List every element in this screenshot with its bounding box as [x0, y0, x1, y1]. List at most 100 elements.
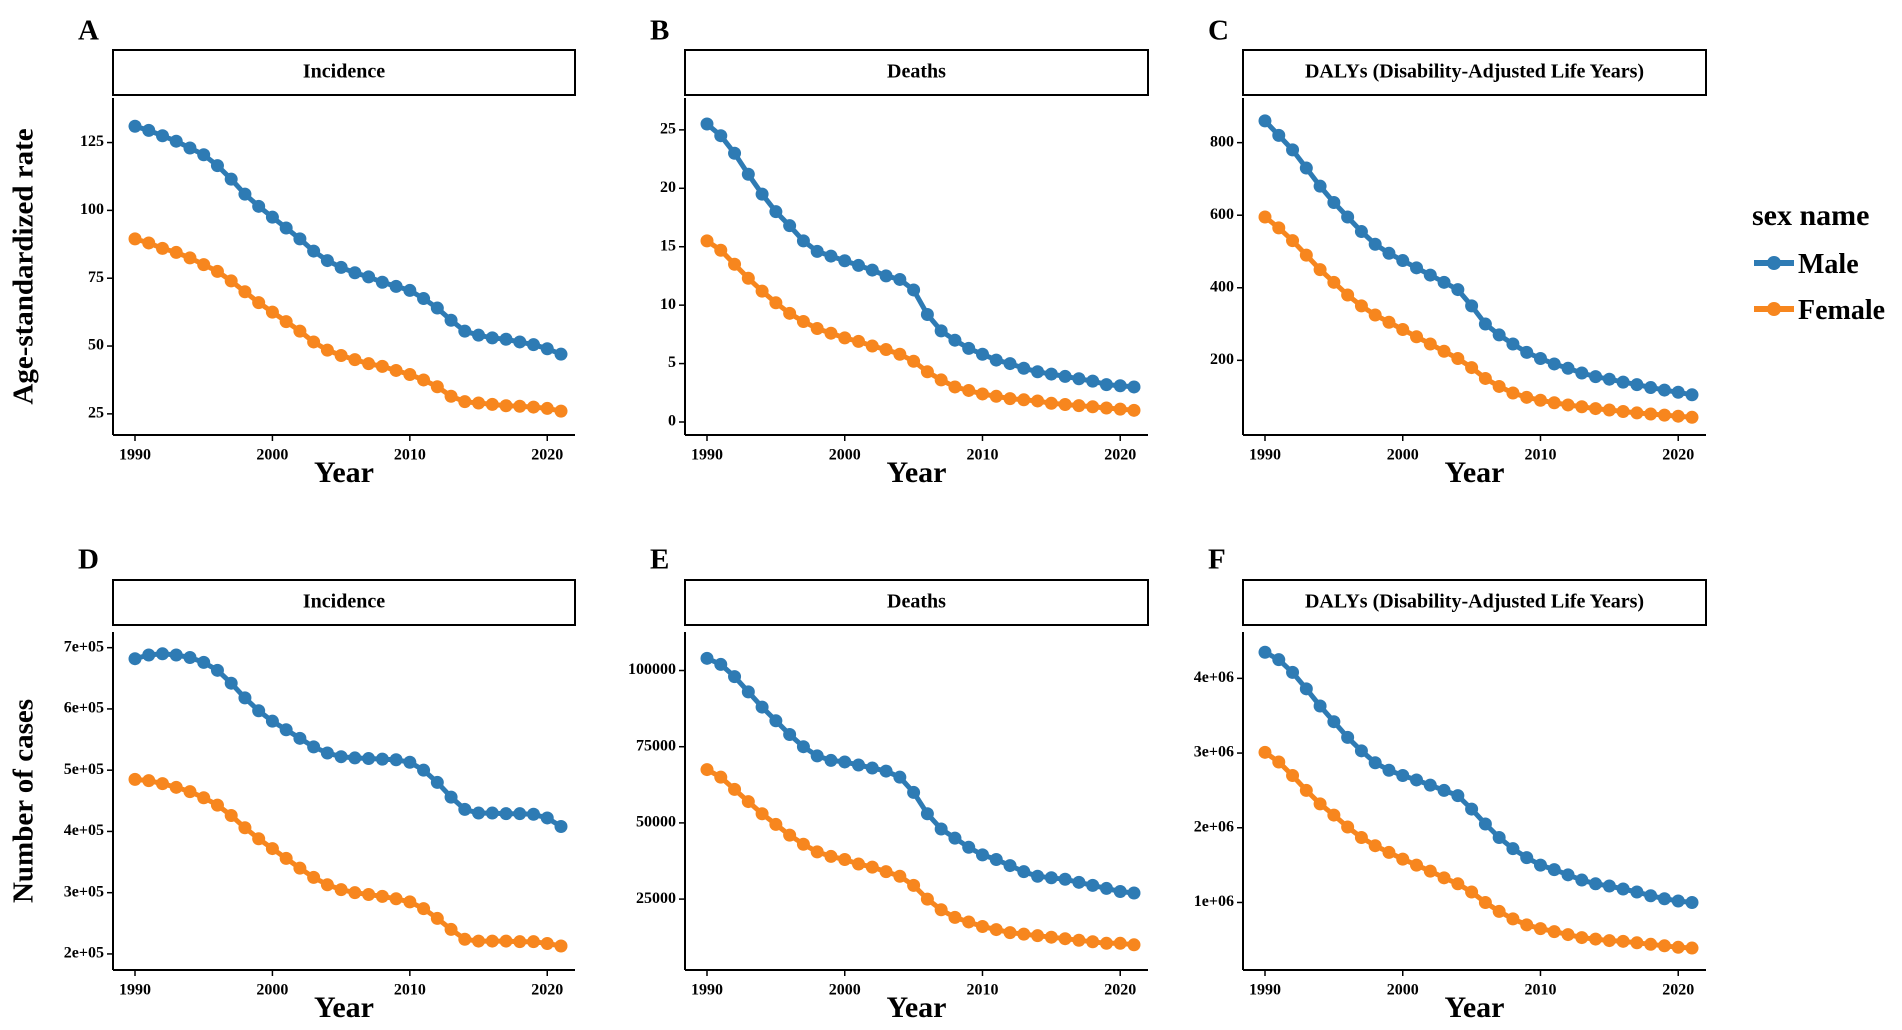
- data-point-male-e: [755, 700, 769, 714]
- data-point-female-a: [224, 274, 238, 288]
- panel-letter-f: F: [1208, 544, 1226, 576]
- data-point-female-a: [155, 241, 169, 255]
- data-point-male-d: [444, 790, 458, 804]
- data-point-female-f: [1341, 820, 1355, 834]
- data-point-female-e: [700, 763, 714, 777]
- data-point-female-d: [334, 883, 348, 897]
- strip-label-a: Incidence: [303, 61, 385, 83]
- data-point-male-d: [485, 806, 499, 820]
- data-point-female-a: [252, 296, 266, 310]
- data-point-female-e: [783, 828, 797, 842]
- y-tick-label-d: 3e+05: [64, 883, 104, 900]
- data-point-female-e: [1058, 932, 1072, 946]
- y-tick-label-c: 800: [1210, 133, 1234, 150]
- data-point-male-b: [769, 205, 783, 219]
- data-point-male-d: [279, 723, 293, 737]
- data-point-male-f: [1657, 892, 1671, 906]
- data-point-female-b: [920, 365, 934, 379]
- data-point-female-b: [783, 306, 797, 320]
- data-point-female-d: [362, 888, 376, 902]
- data-point-male-a: [128, 119, 142, 133]
- data-point-female-a: [554, 404, 568, 418]
- data-point-male-e: [989, 852, 1003, 866]
- data-point-male-a: [293, 232, 307, 246]
- data-point-female-c: [1478, 371, 1492, 385]
- data-point-male-f: [1258, 645, 1272, 659]
- legend-label-female: Female: [1798, 295, 1885, 326]
- data-point-male-f: [1644, 889, 1658, 903]
- y-tick-label-e: 75000: [636, 737, 676, 754]
- data-point-male-c: [1630, 378, 1644, 392]
- data-point-female-d: [403, 895, 417, 909]
- data-point-female-d: [293, 861, 307, 875]
- data-point-male-f: [1327, 715, 1341, 729]
- data-point-male-e: [714, 657, 728, 671]
- data-point-female-c: [1506, 386, 1520, 400]
- data-point-female-a: [527, 400, 541, 414]
- y-tick-label-a: 25: [88, 405, 104, 422]
- data-point-female-c: [1341, 288, 1355, 302]
- data-point-female-f: [1671, 940, 1685, 954]
- y-tick-label-b: 20: [660, 179, 676, 196]
- data-point-female-c: [1465, 361, 1479, 375]
- data-point-male-b: [948, 333, 962, 347]
- data-point-female-c: [1272, 221, 1286, 235]
- y-tick-label-e: 25000: [636, 890, 676, 907]
- x-tick-label-d: 2000: [256, 982, 288, 999]
- data-point-female-b: [907, 354, 921, 368]
- data-point-female-e: [962, 915, 976, 929]
- series-line-female-f: [1262, 749, 1695, 951]
- data-point-female-e: [865, 860, 879, 874]
- data-point-male-a: [472, 328, 486, 342]
- x-tick-label-a: 2000: [256, 447, 288, 464]
- data-point-male-a: [417, 292, 431, 306]
- data-point-male-e: [948, 831, 962, 845]
- data-point-male-d: [389, 753, 403, 767]
- legend-key-male-dot: [1767, 256, 1781, 270]
- series-line-male-b: [704, 121, 1137, 390]
- data-point-female-a: [210, 264, 224, 278]
- strip-box-b: [684, 49, 1149, 96]
- x-tick-label-b: 2010: [966, 447, 998, 464]
- data-point-male-c: [1423, 268, 1437, 282]
- data-point-male-a: [320, 254, 334, 268]
- data-point-female-d: [238, 821, 252, 835]
- data-point-male-a: [403, 283, 417, 297]
- strip-box-a: [112, 49, 576, 96]
- panel-letter-b: B: [650, 15, 669, 47]
- data-point-male-f: [1547, 863, 1561, 877]
- y-tick-label-f: 2e+06: [1194, 818, 1234, 835]
- data-point-female-e: [907, 878, 921, 892]
- data-point-female-e: [893, 869, 907, 883]
- panel-c: C DALYs (Disability-Adjusted Life Years) 2…: [1208, 15, 1707, 489]
- data-point-male-e: [741, 685, 755, 699]
- data-point-male-b: [728, 146, 742, 160]
- data-point-female-c: [1657, 408, 1671, 422]
- data-point-female-d: [155, 777, 169, 791]
- x-tick-label-b: 1990: [691, 447, 723, 464]
- data-point-female-e: [989, 923, 1003, 937]
- data-point-female-c: [1437, 344, 1451, 358]
- data-point-male-d: [417, 763, 431, 777]
- x-tick-label-d: 2020: [531, 982, 563, 999]
- data-point-female-e: [1086, 935, 1100, 949]
- data-point-male-f: [1341, 730, 1355, 744]
- data-point-male-c: [1258, 114, 1272, 128]
- x-tick-label-a: 2020: [531, 447, 563, 464]
- data-point-female-f: [1354, 830, 1368, 844]
- data-point-male-e: [920, 807, 934, 821]
- data-point-male-e: [1044, 871, 1058, 885]
- data-point-female-c: [1451, 352, 1465, 366]
- data-point-female-a: [307, 335, 321, 349]
- data-point-male-e: [879, 764, 893, 778]
- data-point-male-e: [838, 755, 852, 769]
- y-tick-label-b: 5: [668, 354, 676, 371]
- data-point-female-e: [948, 910, 962, 924]
- data-point-male-a: [348, 266, 362, 280]
- data-point-male-e: [1017, 865, 1031, 879]
- data-point-female-f: [1272, 755, 1286, 769]
- data-point-female-a: [293, 324, 307, 338]
- data-point-male-e: [796, 740, 810, 754]
- data-point-male-b: [824, 249, 838, 263]
- data-point-male-d: [513, 807, 527, 821]
